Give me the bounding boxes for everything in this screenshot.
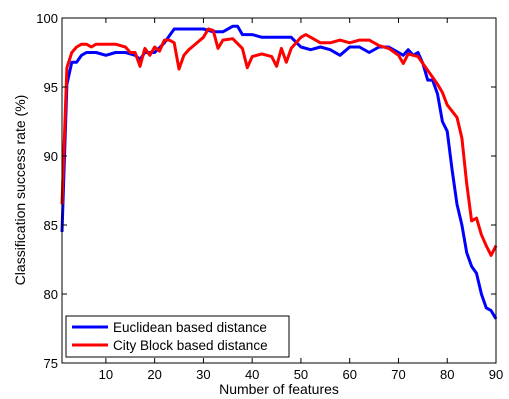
y-tick-label: 85 xyxy=(44,218,58,233)
y-axis-ticks: 75 80 85 90 95 100 xyxy=(36,11,496,371)
legend-box xyxy=(65,315,290,358)
y-tick-label: 80 xyxy=(44,287,58,302)
x-axis-title: Number of features xyxy=(219,381,339,397)
y-tick-label: 75 xyxy=(44,356,58,371)
x-tick-label: 90 xyxy=(489,367,503,382)
y-tick-label: 100 xyxy=(36,11,58,26)
series-line-euclidean xyxy=(60,24,498,320)
legend-label-cityblock: City Block based distance xyxy=(113,338,268,353)
x-tick-label: 80 xyxy=(440,367,454,382)
y-tick-label: 90 xyxy=(44,149,58,164)
y-axis-title: Classification success rate (%) xyxy=(12,95,28,286)
x-axis-ticks: 10 20 30 40 50 60 70 80 90 xyxy=(99,18,503,382)
x-tick-label: 50 xyxy=(294,367,308,382)
legend-label-euclidean: Euclidean based distance xyxy=(113,320,267,335)
x-tick-label: 30 xyxy=(196,367,210,382)
x-tick-label: 40 xyxy=(245,367,259,382)
legend: Euclidean based distance City Block base… xyxy=(65,315,290,358)
x-tick-label: 70 xyxy=(391,367,405,382)
series-line-cityblock xyxy=(60,27,498,257)
plot-frame xyxy=(61,17,497,364)
x-tick-label: 60 xyxy=(342,367,356,382)
x-tick-label: 20 xyxy=(147,367,161,382)
plot-layer xyxy=(60,24,498,320)
y-tick-label: 95 xyxy=(44,80,58,95)
x-tick-label: 10 xyxy=(99,367,113,382)
